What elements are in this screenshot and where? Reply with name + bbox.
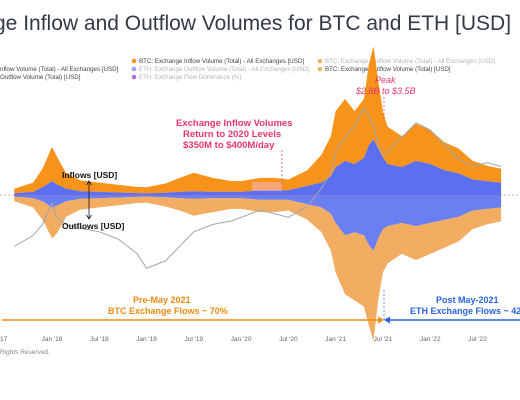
pre-may-subtitle: BTC Exchange Flows ~ 70% — [108, 306, 228, 316]
x-tick-label: Jul '22 — [468, 336, 487, 343]
x-axis: 17 Jan '18 Jul '18 Jan '19 Jul '19 Jan '20 Jul… — [0, 336, 487, 343]
x-tick-label: Jul '20 — [279, 336, 298, 343]
legend-label-eth-outflow: ETH: Exchange Outflow Volume (Total) - A… — [139, 66, 309, 73]
legend-dot-eth-outflow — [131, 66, 137, 72]
x-tick-label: Jan '19 — [136, 336, 157, 343]
eth-inflow-area — [14, 139, 502, 195]
eth-outflow-area — [14, 195, 502, 251]
legend-dot-dominance — [131, 74, 137, 80]
chart-title: ge Inflow and Outflow Volumes for BTC an… — [0, 12, 511, 35]
inflows-label: Inflows [USD] — [62, 170, 117, 180]
plot-area — [13, 46, 502, 341]
legend-label-btc-inflow: BTC: Exchange Inflow Volume (Total) - Al… — [139, 58, 304, 65]
inflow-return-line3: $350M to $400M/day — [183, 140, 275, 151]
legend-label-btc-outflow: BTC: Exchange Outflow Volume (Total) - A… — [325, 58, 495, 65]
post-may-arrowhead — [384, 316, 390, 324]
legend-dot-btc-inflow — [131, 58, 137, 64]
post-may-title: Post May-2021 — [436, 295, 499, 305]
pre-may-arrowhead — [378, 316, 384, 324]
flow-divider-arrow-down — [86, 214, 92, 220]
btc-inflow-area — [14, 46, 502, 194]
outflows-label: Outflows [USD] — [62, 221, 124, 231]
post-may-subtitle: ETH Exchange Flows ~ 42% — [410, 306, 520, 316]
legend-label-btc-outflow-total: BTC: Exchange Outflow Volume (Total) [US… — [325, 66, 451, 73]
legend-label-eth-inflow-partial: nflow Volume (Total) - All Exchanges [US… — [0, 66, 119, 73]
x-tick-label: Jan '20 — [231, 336, 252, 343]
legend-label-dominance: ETH: Exchange Flow Dominance (%) — [139, 74, 241, 81]
btc-outflow-area — [14, 196, 502, 341]
legend: BTC: Exchange Inflow Volume (Total) - Al… — [0, 58, 495, 81]
peak-title: Peak — [375, 75, 396, 85]
legend-label-outflow-partial: Outflow Volume (Total) [USD] — [0, 74, 81, 81]
pre-may-title: Pre-May 2021 — [133, 295, 191, 305]
x-tick-label: Jul '21 — [374, 336, 393, 343]
footer-copyright: Rights Reserved. — [0, 349, 50, 356]
legend-dot-eth-outflow-total — [317, 66, 323, 72]
dominance-line — [13, 107, 502, 269]
peak-value: $2.8B to $3.5B — [355, 86, 416, 96]
x-tick-label: 17 — [0, 336, 8, 343]
inflow-return-line2: Return to 2020 Levels — [183, 129, 281, 140]
flow-divider-arrow-up — [86, 180, 92, 186]
highlight-box — [252, 182, 282, 191]
x-tick-label: Jan '21 — [325, 336, 346, 343]
legend-dot-btc-outflow — [317, 58, 323, 64]
x-tick-label: Jul '19 — [185, 336, 204, 343]
x-tick-label: Jan '18 — [42, 336, 63, 343]
inflow-return-line1: Exchange Inflow Volumes — [176, 118, 293, 129]
x-tick-label: Jan '22 — [420, 336, 441, 343]
x-tick-label: Jul '18 — [90, 336, 109, 343]
